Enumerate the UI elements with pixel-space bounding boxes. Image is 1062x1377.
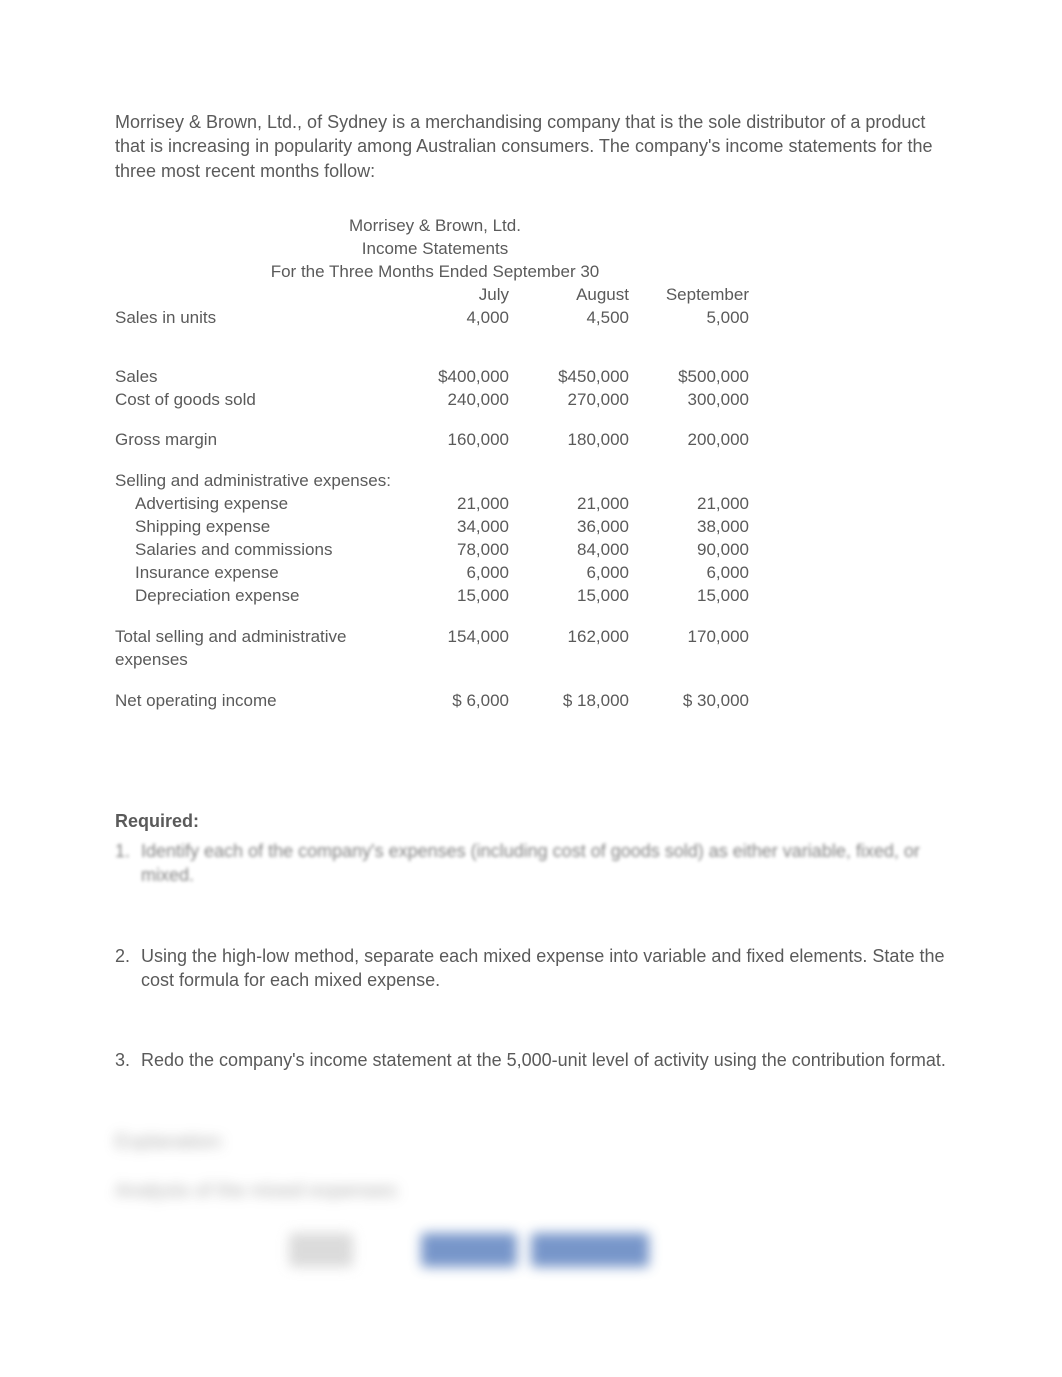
- cell: 162,000: [515, 626, 635, 649]
- row-label: Depreciation expense: [115, 585, 395, 608]
- row-label: Salaries and commissions: [115, 539, 395, 562]
- row-label: Advertising expense: [115, 493, 395, 516]
- required-heading: Required:: [115, 809, 947, 833]
- cell: $ 18,000: [515, 690, 635, 713]
- cell: 4,500: [515, 307, 635, 330]
- cell: 170,000: [635, 626, 755, 649]
- statement-period: For the Three Months Ended September 30: [271, 261, 600, 284]
- cell: $ 6,000: [395, 690, 515, 713]
- blurred-region: Explanation: Analysis of the mixed expen…: [115, 1129, 947, 1267]
- cell: 6,000: [635, 562, 755, 585]
- row-label: Gross margin: [115, 429, 395, 452]
- blurred-chip: [289, 1233, 353, 1267]
- cell: 160,000: [395, 429, 515, 452]
- blurred-text: Analysis of the mixed expenses:: [115, 1178, 947, 1205]
- cell: 300,000: [635, 389, 755, 412]
- question-text: Using the high-low method, separate each…: [141, 944, 947, 993]
- questions-list: 1. Identify each of the company's expens…: [115, 839, 947, 1072]
- blurred-text: Explanation:: [115, 1129, 947, 1156]
- intro-paragraph: Morrisey & Brown, Ltd., of Sydney is a m…: [115, 110, 947, 183]
- company-name: Morrisey & Brown, Ltd.: [349, 215, 521, 238]
- question-text: Identify each of the company's expenses …: [141, 839, 947, 888]
- cell: $ 30,000: [635, 690, 755, 713]
- cell: $500,000: [635, 366, 755, 389]
- row-label: Net operating income: [115, 690, 395, 713]
- question-text: Redo the company's income statement at t…: [141, 1048, 947, 1072]
- row-label: Sales: [115, 366, 395, 389]
- row-label: Shipping expense: [115, 516, 395, 539]
- row-label: Sales in units: [115, 307, 395, 330]
- blurred-chip: [115, 1233, 275, 1267]
- cell: 180,000: [515, 429, 635, 452]
- question-number: 2.: [115, 944, 141, 993]
- cell: 6,000: [395, 562, 515, 585]
- col-header-july: July: [395, 284, 515, 307]
- cell: 154,000: [395, 626, 515, 649]
- cell: 270,000: [515, 389, 635, 412]
- cell: 240,000: [395, 389, 515, 412]
- cell: 15,000: [395, 585, 515, 608]
- cell: $450,000: [515, 366, 635, 389]
- question-number: 1.: [115, 839, 141, 888]
- cell: $400,000: [395, 366, 515, 389]
- statement-title: Income Statements: [362, 238, 508, 261]
- cell: 200,000: [635, 429, 755, 452]
- cell: 15,000: [515, 585, 635, 608]
- cell: 21,000: [395, 493, 515, 516]
- cell: 36,000: [515, 516, 635, 539]
- section-header: Selling and administrative expenses:: [115, 470, 755, 493]
- blurred-chip: [531, 1233, 649, 1267]
- cell: 34,000: [395, 516, 515, 539]
- cell: 15,000: [635, 585, 755, 608]
- cell: 6,000: [515, 562, 635, 585]
- blurred-chip: [421, 1233, 517, 1267]
- cell: 21,000: [635, 493, 755, 516]
- cell: 5,000: [635, 307, 755, 330]
- cell: 78,000: [395, 539, 515, 562]
- row-label: Cost of goods sold: [115, 389, 395, 412]
- question-number: 3.: [115, 1048, 141, 1072]
- cell: 84,000: [515, 539, 635, 562]
- cell: 4,000: [395, 307, 515, 330]
- cell: 21,000: [515, 493, 635, 516]
- col-header-august: August: [515, 284, 635, 307]
- row-label: Total selling and administrative expense…: [115, 626, 395, 672]
- row-label: Insurance expense: [115, 562, 395, 585]
- cell: 90,000: [635, 539, 755, 562]
- income-statement-table: Morrisey & Brown, Ltd. Income Statements…: [115, 215, 755, 749]
- col-header-september: September: [635, 284, 755, 307]
- blurred-chip: [367, 1233, 407, 1267]
- cell: 38,000: [635, 516, 755, 539]
